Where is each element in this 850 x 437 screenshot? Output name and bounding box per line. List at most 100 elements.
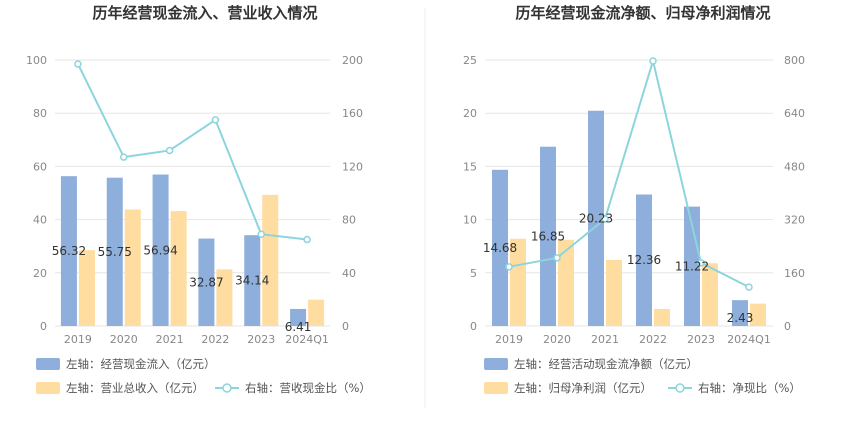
legend-swatch-primary xyxy=(484,358,508,370)
bar-secondary xyxy=(702,263,718,326)
left-axis-tick: 0 xyxy=(470,320,477,333)
bar-primary xyxy=(732,300,748,326)
x-axis-tick: 2020 xyxy=(543,333,571,346)
x-axis-tick: 2020 xyxy=(110,333,138,346)
right-axis-tick: 480 xyxy=(784,160,805,173)
bar-primary xyxy=(540,146,556,326)
line-point xyxy=(601,215,609,223)
bar-primary xyxy=(684,206,700,326)
left-axis-tick: 20 xyxy=(463,107,477,120)
right-axis-tick: 80 xyxy=(342,214,356,227)
line-point xyxy=(553,254,561,262)
line-point xyxy=(211,116,220,124)
left-axis-tick: 80 xyxy=(33,107,47,120)
line-point xyxy=(303,235,311,244)
right-axis-tick: 160 xyxy=(784,267,805,280)
bar-data-label: 32.87 xyxy=(189,275,223,289)
x-axis-tick: 2022 xyxy=(201,333,229,346)
bar-data-label: 34.14 xyxy=(235,274,269,288)
bar-data-label: 6.41 xyxy=(285,320,312,334)
bar-secondary xyxy=(654,308,670,326)
bar-primary xyxy=(492,169,508,326)
line-point xyxy=(120,153,128,161)
bar-secondary xyxy=(510,238,526,326)
legend-label-line: 右轴：净现比（%） xyxy=(698,381,801,395)
right-axis-tick: 200 xyxy=(342,54,363,67)
bar-secondary xyxy=(308,299,325,326)
bar-data-label: 2.43 xyxy=(727,311,754,325)
bar-primary xyxy=(290,308,307,326)
bar-secondary xyxy=(606,260,622,326)
left-axis-tick: 20 xyxy=(33,267,47,280)
bar-data-label: 20.23 xyxy=(579,211,613,225)
legend-label-secondary: 左轴：归母净利润（亿元） xyxy=(514,381,652,395)
bar-primary xyxy=(152,174,169,326)
bar-data-label: 16.85 xyxy=(531,229,565,243)
left-axis-tick: 100 xyxy=(26,54,47,67)
bar-data-label: 11.22 xyxy=(675,259,709,273)
legend-label-primary: 左轴：经营活动现金流净额（亿元） xyxy=(514,357,698,371)
right-axis-tick: 40 xyxy=(342,267,356,280)
left-axis-tick: 10 xyxy=(463,214,477,227)
bar-data-label: 56.94 xyxy=(143,243,177,257)
left-axis-tick: 15 xyxy=(463,160,477,173)
bar-secondary xyxy=(170,211,187,326)
bar-secondary xyxy=(262,194,279,326)
bar-secondary xyxy=(216,269,233,326)
right-axis-tick: 0 xyxy=(784,320,791,333)
line-point xyxy=(505,263,513,271)
chart-2: 历年经营现金流净额、归母净利润情况 0 5 10 15 20 25 0 160 320 480 640… xyxy=(463,4,805,395)
bar-primary xyxy=(198,238,215,326)
left-axis-tick: 0 xyxy=(40,320,47,333)
bar-primary xyxy=(60,176,77,326)
bar-data-label: 55.75 xyxy=(98,245,132,259)
bar-primary xyxy=(106,177,123,326)
bar-data-label: 14.68 xyxy=(483,241,517,255)
right-axis-tick: 800 xyxy=(784,54,805,67)
bar-primary xyxy=(588,110,604,326)
line-series xyxy=(508,57,750,288)
x-axis-tick: 2019 xyxy=(64,333,92,346)
bar-secondary xyxy=(558,239,574,326)
legend-swatch-line-point xyxy=(222,383,232,393)
x-axis-tick: 2021 xyxy=(591,333,619,346)
chart-1: 历年经营现金流入、营业收入情况 0 20 40 60 80 100 0 40 80 120 160 20… xyxy=(26,4,371,395)
x-axis-tick: 2023 xyxy=(247,333,275,346)
legend-swatch-secondary xyxy=(484,382,508,394)
bar-primary xyxy=(636,194,652,326)
right-axis-tick: 160 xyxy=(342,107,363,120)
line-point xyxy=(697,259,705,267)
right-axis-tick: 640 xyxy=(784,107,805,120)
left-axis-tick: 60 xyxy=(33,160,47,173)
chart-title: 历年经营现金流净额、归母净利润情况 xyxy=(515,4,770,22)
left-axis-tick: 5 xyxy=(470,267,477,280)
legend-label-primary: 左轴：经营现金流入（亿元） xyxy=(66,357,216,371)
left-axis-tick: 25 xyxy=(463,54,477,67)
legend-swatch-secondary xyxy=(36,382,60,394)
x-axis-tick: 2022 xyxy=(639,333,667,346)
line-series xyxy=(77,63,308,241)
left-axis-tick: 40 xyxy=(33,214,47,227)
legend-label-secondary: 左轴：营业总收入（亿元） xyxy=(66,381,204,395)
line-point xyxy=(165,146,174,155)
legend-label-line: 右轴：营收现金比（%） xyxy=(245,381,371,395)
right-axis-tick: 320 xyxy=(784,214,805,227)
line-point xyxy=(745,283,753,291)
bar-data-label: 56.32 xyxy=(52,244,86,258)
legend-swatch-line-point xyxy=(675,383,685,393)
legend-swatch-primary xyxy=(36,358,60,370)
bar-secondary xyxy=(750,303,766,326)
right-axis-tick: 0 xyxy=(342,320,349,333)
bar-primary xyxy=(244,235,261,326)
x-axis-tick: 2023 xyxy=(687,333,715,346)
legend: 左轴：经营现金流入（亿元） 左轴：营业总收入（亿元） 右轴：营收现金比（%） xyxy=(36,357,371,395)
x-axis-tick: 2024Q1 xyxy=(727,333,771,346)
bar-secondary xyxy=(78,250,95,326)
line-point xyxy=(649,57,657,65)
bar-data-label: 12.36 xyxy=(627,253,661,267)
legend: 左轴：经营活动现金流净额（亿元） 左轴：归母净利润（亿元） 右轴：净现比（%） xyxy=(484,357,801,395)
bar-secondary xyxy=(124,209,141,326)
line-point xyxy=(257,230,265,238)
